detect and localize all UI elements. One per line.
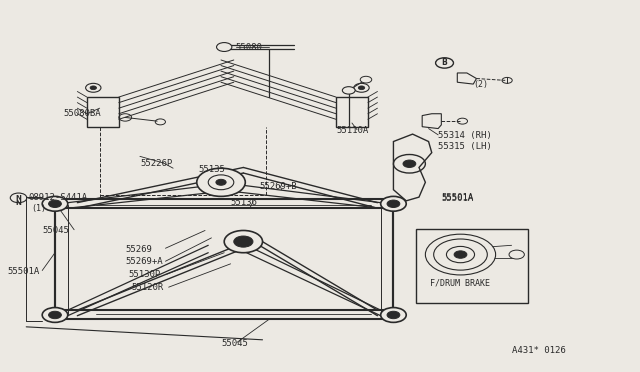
Text: 55269+A: 55269+A xyxy=(125,257,163,266)
Circle shape xyxy=(447,246,474,263)
Text: 55136: 55136 xyxy=(230,198,257,207)
Text: 55314 (RH): 55314 (RH) xyxy=(438,131,492,141)
Text: F/DRUM BRAKE: F/DRUM BRAKE xyxy=(430,279,490,288)
Text: 55315 (LH): 55315 (LH) xyxy=(438,142,492,151)
Circle shape xyxy=(196,168,245,196)
Text: 55110A: 55110A xyxy=(336,126,368,135)
Circle shape xyxy=(224,231,262,253)
Text: 55135: 55135 xyxy=(198,165,225,174)
Circle shape xyxy=(234,236,253,247)
Circle shape xyxy=(49,200,61,208)
Text: 55080BA: 55080BA xyxy=(63,109,101,118)
Circle shape xyxy=(387,311,400,319)
Text: 55501A: 55501A xyxy=(7,267,39,276)
Circle shape xyxy=(434,239,487,270)
Circle shape xyxy=(49,311,61,319)
Text: (1): (1) xyxy=(31,204,46,213)
Circle shape xyxy=(381,308,406,323)
Circle shape xyxy=(216,42,232,51)
Bar xyxy=(416,229,527,303)
Text: N: N xyxy=(15,195,22,201)
Circle shape xyxy=(90,86,97,90)
Circle shape xyxy=(387,200,400,208)
Text: 55130P: 55130P xyxy=(129,270,161,279)
Circle shape xyxy=(208,175,234,190)
Text: N: N xyxy=(15,200,22,206)
Circle shape xyxy=(426,234,495,275)
Text: 55269+B: 55269+B xyxy=(259,182,297,190)
Text: 55269: 55269 xyxy=(125,244,152,253)
Text: 55080: 55080 xyxy=(236,42,262,51)
Text: 08912-S441A: 08912-S441A xyxy=(29,193,88,202)
Circle shape xyxy=(358,86,365,90)
Text: 55501A: 55501A xyxy=(442,193,474,202)
Circle shape xyxy=(381,196,406,211)
Circle shape xyxy=(454,251,467,258)
Circle shape xyxy=(42,308,68,323)
Text: 55045: 55045 xyxy=(42,226,69,235)
Bar xyxy=(336,97,368,127)
Text: B: B xyxy=(442,58,447,67)
Circle shape xyxy=(403,160,416,167)
Circle shape xyxy=(216,179,226,185)
Text: (2): (2) xyxy=(473,80,488,89)
Text: 55501A: 55501A xyxy=(442,195,474,203)
Text: 55226P: 55226P xyxy=(140,159,172,168)
Circle shape xyxy=(360,76,372,83)
Bar xyxy=(87,97,119,127)
Text: 55045: 55045 xyxy=(221,339,248,348)
Text: 55120R: 55120R xyxy=(132,283,164,292)
Text: A431* 0126: A431* 0126 xyxy=(511,346,565,355)
Circle shape xyxy=(42,196,68,211)
Circle shape xyxy=(342,87,355,94)
